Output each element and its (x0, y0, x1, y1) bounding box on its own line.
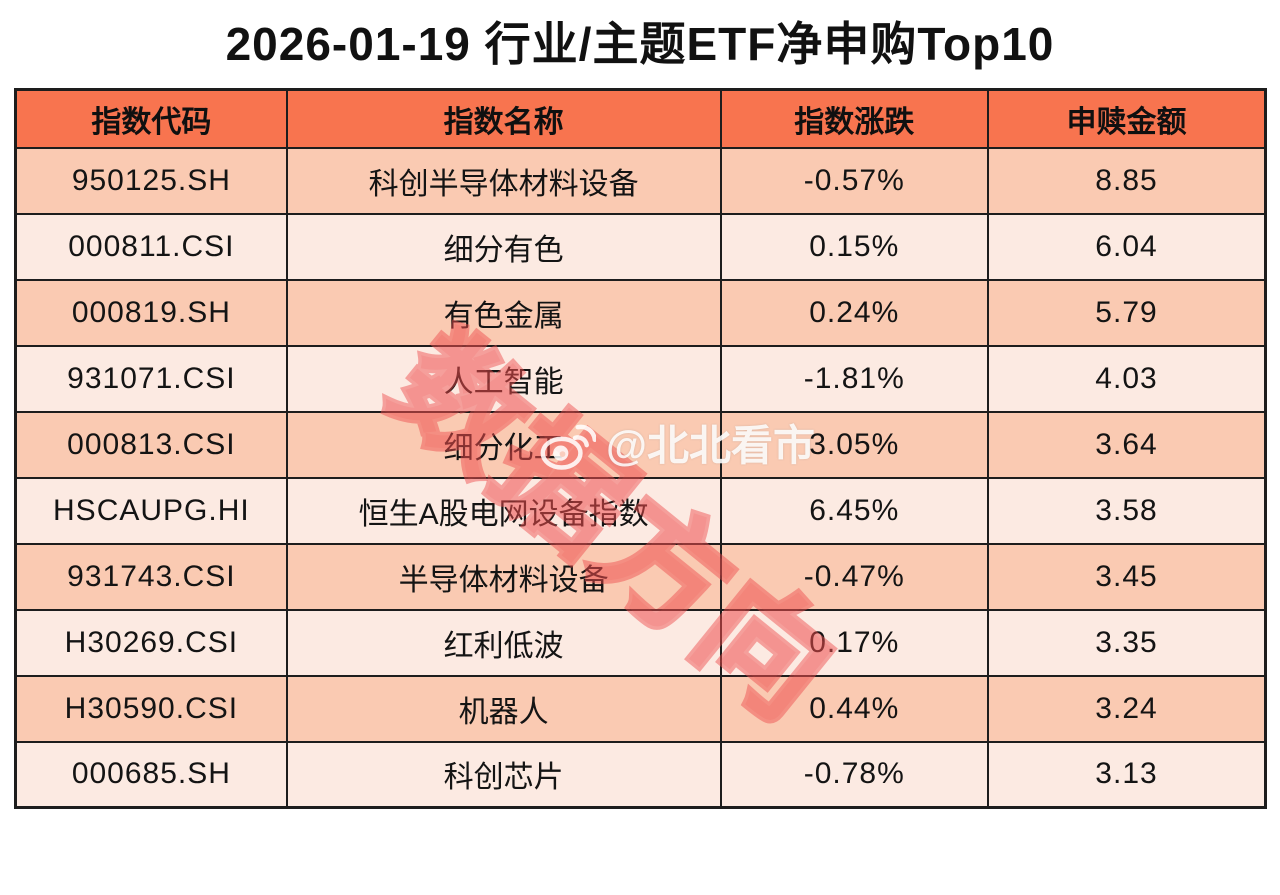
cell-index-code: 000813.CSI (14, 410, 288, 479)
cell-amount: 6.04 (987, 212, 1267, 281)
column-header-index-change: 指数涨跌 (719, 88, 989, 149)
column-header-amount: 申赎金额 (987, 88, 1267, 149)
cell-index-change: 0.24% (719, 278, 989, 347)
cell-index-code: 931071.CSI (14, 344, 288, 413)
cell-amount: 3.64 (987, 410, 1267, 479)
table-row: 000813.CSI 细分化工 3.05% 3.64 (14, 410, 1267, 479)
table-header-row: 指数代码 指数名称 指数涨跌 申赎金额 (14, 88, 1267, 149)
cell-amount: 3.45 (987, 542, 1267, 611)
cell-index-change: 3.05% (719, 410, 989, 479)
cell-amount: 5.79 (987, 278, 1267, 347)
cell-amount: 3.35 (987, 608, 1267, 677)
page-title: 2026-01-19 行业/主题ETF净申购Top10 (225, 18, 1055, 70)
cell-index-name: 科创芯片 (285, 740, 722, 809)
cell-amount: 3.24 (987, 674, 1267, 743)
cell-index-change: -1.81% (719, 344, 989, 413)
cell-index-name: 细分化工 (285, 410, 722, 479)
cell-index-name: 科创半导体材料设备 (285, 146, 722, 215)
column-header-index-name: 指数名称 (285, 88, 722, 149)
cell-index-code: 950125.SH (14, 146, 288, 215)
column-header-index-code: 指数代码 (14, 88, 288, 149)
cell-index-name: 红利低波 (285, 608, 722, 677)
table-row: 000685.SH 科创芯片 -0.78% 3.13 (14, 740, 1267, 809)
cell-amount: 8.85 (987, 146, 1267, 215)
cell-index-code: 000811.CSI (14, 212, 288, 281)
cell-amount: 3.13 (987, 740, 1267, 809)
cell-index-code: HSCAUPG.HI (14, 476, 288, 545)
table-row: 931071.CSI 人工智能 -1.81% 4.03 (14, 344, 1267, 413)
cell-index-name: 有色金属 (285, 278, 722, 347)
table-row: 000819.SH 有色金属 0.24% 5.79 (14, 278, 1267, 347)
table-row: H30590.CSI 机器人 0.44% 3.24 (14, 674, 1267, 743)
cell-index-code: H30269.CSI (14, 608, 288, 677)
cell-amount: 3.58 (987, 476, 1267, 545)
cell-index-name: 机器人 (285, 674, 722, 743)
table-row: H30269.CSI 红利低波 0.17% 3.35 (14, 608, 1267, 677)
cell-index-change: -0.57% (719, 146, 989, 215)
cell-index-change: 0.15% (719, 212, 989, 281)
etf-net-subscription-table: 指数代码 指数名称 指数涨跌 申赎金额 950125.SH 科创半导体材料设备 … (14, 88, 1267, 809)
cell-index-name: 半导体材料设备 (285, 542, 722, 611)
table-row: HSCAUPG.HI 恒生A股电网设备指数 6.45% 3.58 (14, 476, 1267, 545)
cell-index-change: 0.44% (719, 674, 989, 743)
cell-amount: 4.03 (987, 344, 1267, 413)
cell-index-change: 0.17% (719, 608, 989, 677)
cell-index-name: 恒生A股电网设备指数 (285, 476, 722, 545)
cell-index-code: H30590.CSI (14, 674, 288, 743)
cell-index-code: 000819.SH (14, 278, 288, 347)
cell-index-code: 000685.SH (14, 740, 288, 809)
cell-index-code: 931743.CSI (14, 542, 288, 611)
table-row: 000811.CSI 细分有色 0.15% 6.04 (14, 212, 1267, 281)
table-row: 931743.CSI 半导体材料设备 -0.47% 3.45 (14, 542, 1267, 611)
cell-index-change: -0.47% (719, 542, 989, 611)
table-row: 950125.SH 科创半导体材料设备 -0.57% 8.85 (14, 146, 1267, 215)
cell-index-change: -0.78% (719, 740, 989, 809)
cell-index-name: 细分有色 (285, 212, 722, 281)
cell-index-change: 6.45% (719, 476, 989, 545)
cell-index-name: 人工智能 (285, 344, 722, 413)
